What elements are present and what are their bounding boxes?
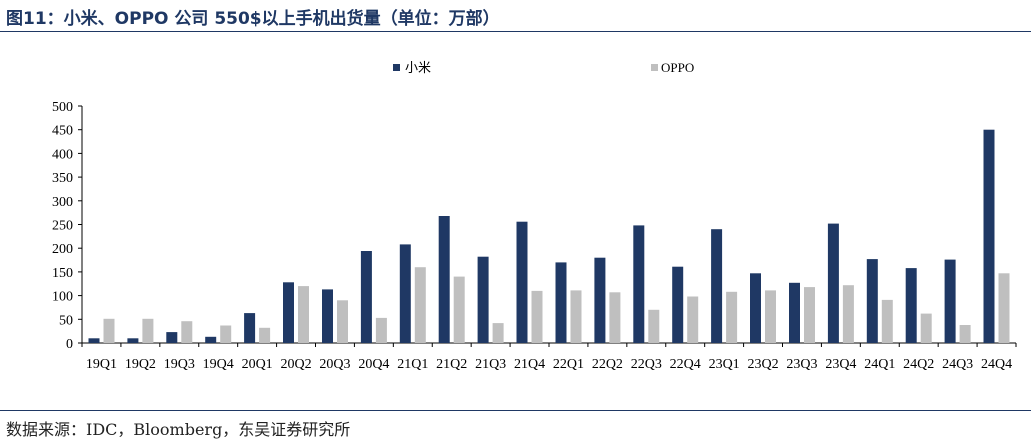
- bar-oppo: [804, 287, 815, 343]
- y-tick-label: 0: [66, 337, 73, 352]
- x-tick-label: 24Q3: [942, 357, 973, 372]
- x-tick-label: 19Q3: [164, 357, 195, 372]
- bar-oppo: [881, 299, 893, 343]
- x-tick-labels: 19Q1 19Q2 19Q3 19Q4 20Q1 20Q2 20Q3 20Q4 21Q1 21Q2…: [86, 357, 1012, 372]
- bar-xiaomi: [711, 229, 723, 343]
- bar-xiaomi: [360, 251, 372, 343]
- y-tick-label: 500: [52, 100, 73, 115]
- x-tick-label: 23Q2: [747, 357, 778, 372]
- bar-oppo: [375, 317, 387, 343]
- y-tick-label: 400: [52, 147, 73, 162]
- y-tick-label: 100: [52, 290, 73, 305]
- bar-xiaomi: [789, 282, 800, 343]
- x-tick-label: 22Q3: [631, 357, 662, 372]
- bar-xiaomi: [750, 273, 761, 343]
- bar-oppo: [687, 296, 699, 343]
- x-tick-label: 22Q2: [592, 357, 623, 372]
- x-tick-label: 19Q2: [125, 357, 156, 372]
- x-tick-label: 23Q4: [825, 357, 856, 372]
- bar-xiaomi: [127, 338, 139, 343]
- x-tick-label: 19Q4: [203, 357, 234, 372]
- bar-xiaomi: [88, 338, 100, 343]
- x-tick-label: 20Q4: [358, 357, 389, 372]
- y-tick-label: 300: [52, 195, 73, 210]
- y-tick-label: 250: [52, 219, 73, 234]
- x-tick-label: 24Q2: [903, 357, 934, 372]
- source-note: 数据来源：IDC，Bloomberg，东吴证券研究所: [6, 420, 351, 439]
- bar-xiaomi: [477, 256, 489, 343]
- x-tick-label: 23Q3: [786, 357, 817, 372]
- bar-xiaomi: [866, 259, 878, 343]
- bar-xiaomi: [244, 313, 256, 343]
- bar-oppo: [103, 318, 115, 343]
- x-tick-label: 21Q4: [514, 357, 545, 372]
- bar-xiaomi: [399, 244, 411, 343]
- bar-oppo: [337, 300, 348, 343]
- x-tick-label: 21Q1: [397, 357, 428, 372]
- bar-oppo: [259, 327, 271, 343]
- bar-xiaomi: [905, 268, 917, 343]
- bar-oppo: [648, 309, 660, 343]
- bar-oppo: [765, 290, 776, 343]
- legend-label-xiaomi: 小米: [405, 60, 431, 75]
- bar-oppo: [531, 290, 543, 343]
- bar-xiaomi: [516, 221, 528, 343]
- bar-xiaomi: [555, 262, 567, 343]
- bar-oppo: [492, 323, 504, 343]
- bar-xiaomi: [322, 289, 333, 343]
- legend-swatch-oppo: [651, 64, 658, 71]
- bar-xiaomi: [438, 216, 450, 343]
- bar-xiaomi: [166, 332, 178, 343]
- title-divider: [0, 31, 1031, 32]
- y-tick-label: 150: [52, 266, 73, 281]
- bar-oppo: [453, 276, 465, 343]
- y-tick-label: 50: [59, 313, 73, 328]
- x-tick-label: 24Q1: [864, 357, 895, 372]
- bar-oppo: [726, 291, 738, 343]
- y-tick-label: 450: [52, 124, 73, 139]
- x-tick-label: 21Q3: [475, 357, 506, 372]
- axes: 0 50 100 150 200 250 300 350 400 450 500: [52, 100, 1017, 352]
- legend-label-oppo: OPPO: [661, 60, 694, 75]
- x-tick-label: 24Q4: [981, 357, 1012, 372]
- x-tick-label: 20Q3: [319, 357, 350, 372]
- bar-xiaomi: [283, 282, 294, 343]
- bar-oppo: [298, 286, 309, 343]
- x-tick-label: 19Q1: [86, 357, 117, 372]
- bar-xiaomi: [205, 336, 217, 343]
- bar-oppo: [414, 267, 426, 343]
- figure-title: 图11：小米、OPPO 公司 550$以上手机出货量（单位：万部）: [6, 9, 500, 29]
- bar-oppo: [609, 292, 621, 343]
- bar-xiaomi: [983, 129, 995, 343]
- bar-oppo: [842, 285, 854, 343]
- y-tick-label: 200: [52, 242, 73, 257]
- x-tick-label: 20Q1: [242, 357, 273, 372]
- y-tick-label: 350: [52, 171, 73, 186]
- legend: 小米 OPPO: [393, 60, 694, 75]
- bar-oppo: [570, 290, 582, 343]
- bar-oppo: [959, 325, 971, 343]
- bar-xiaomi: [594, 257, 606, 343]
- x-tick-label: 22Q4: [670, 357, 701, 372]
- bar-oppo: [998, 273, 1010, 343]
- bar-oppo: [920, 313, 932, 343]
- x-tick-label: 22Q1: [553, 357, 584, 372]
- bar-xiaomi: [827, 223, 839, 343]
- bars: [88, 129, 1010, 343]
- x-tick-label: 23Q1: [709, 357, 740, 372]
- bar-xiaomi: [672, 266, 684, 343]
- x-tick-label: 21Q2: [436, 357, 467, 372]
- source-divider: [0, 410, 1031, 411]
- bar-oppo: [181, 321, 193, 343]
- bar-xiaomi: [944, 259, 956, 343]
- bar-oppo: [220, 325, 232, 343]
- bar-oppo: [142, 318, 154, 343]
- legend-swatch-xiaomi: [393, 64, 400, 71]
- bar-xiaomi: [633, 225, 645, 343]
- x-tick-label: 20Q2: [280, 357, 311, 372]
